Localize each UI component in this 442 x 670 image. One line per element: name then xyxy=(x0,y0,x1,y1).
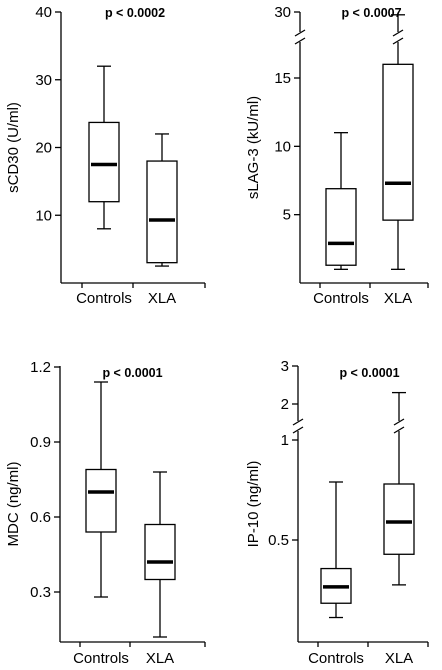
y-tick-label: 10 xyxy=(274,138,291,155)
y-tick-label: 40 xyxy=(35,4,52,21)
box-xla xyxy=(144,471,176,638)
iqr-box xyxy=(146,160,178,264)
iqr-box xyxy=(382,63,414,221)
x-category-label: Controls xyxy=(308,650,364,667)
y-axis-break-mark xyxy=(292,426,304,434)
x-category-label: Controls xyxy=(73,650,129,667)
box-xla xyxy=(383,391,415,586)
chart-panel-3: 0.3 0.6 0.9 1.2 MDC (ng/ml) p < 0.0001 Control… xyxy=(5,359,206,667)
chart-panel-4: 0.5 1 2 3 IP-10 (ng/ml) p < 0.0001 Controls XLA xyxy=(245,358,429,667)
chart-panel-1: 10 20 30 40 sCD30 (U/ml) p < 0.0002 Controls XL… xyxy=(5,4,206,307)
box-controls xyxy=(325,132,357,270)
y-tick-label: 30 xyxy=(35,72,52,89)
whisker-break-mark xyxy=(392,29,404,37)
box-controls xyxy=(85,381,117,598)
x-category-label: XLA xyxy=(148,290,176,307)
iqr-box xyxy=(383,483,415,555)
y-tick-label: 3 xyxy=(281,358,289,375)
y-tick-label: 1.2 xyxy=(30,359,51,376)
y-tick-label: 0.5 xyxy=(268,532,289,549)
iqr-box xyxy=(144,523,176,581)
y-tick-label: 5 xyxy=(283,207,291,224)
iqr-box xyxy=(85,468,117,533)
y-axis-break-mark xyxy=(294,29,306,37)
y-axis-break-mark xyxy=(292,418,304,426)
box-controls xyxy=(320,481,352,619)
p-value-annotation: p < 0.0002 xyxy=(105,6,165,20)
iqr-box xyxy=(325,188,357,266)
y-tick-label: 30 xyxy=(274,4,291,21)
y-tick-label: 0.6 xyxy=(30,509,51,526)
p-value-annotation: p < 0.0001 xyxy=(339,366,399,380)
x-category-label: XLA xyxy=(384,290,412,307)
y-tick-label: 2 xyxy=(281,396,289,413)
y-tick-label: 15 xyxy=(274,70,291,87)
whisker-break-mark xyxy=(392,37,404,45)
y-tick-label: 0.3 xyxy=(30,584,51,601)
x-category-label: Controls xyxy=(76,290,132,307)
box-xla xyxy=(146,133,178,267)
whisker-break-gap xyxy=(393,421,405,431)
y-tick-label: 1 xyxy=(281,432,289,449)
y-axis-label: sLAG-3 (kU/ml) xyxy=(245,96,262,199)
y-axis-label: sCD30 (U/ml) xyxy=(5,102,22,193)
y-axis-label: IP-10 (ng/ml) xyxy=(245,461,262,548)
y-axis-label: MDC (ng/ml) xyxy=(5,461,22,546)
y-tick-label: 10 xyxy=(35,207,52,224)
p-value-annotation: p < 0.0001 xyxy=(102,366,162,380)
whisker-break-mark xyxy=(393,418,405,426)
y-axis-break-mark xyxy=(294,37,306,45)
whisker-break-gap xyxy=(392,32,404,42)
whisker-break-mark xyxy=(393,426,405,434)
iqr-box xyxy=(88,121,120,203)
x-category-label: Controls xyxy=(313,290,369,307)
chart-panel-2: 5 10 15 30 sLAG-3 (kU/ml) p < 0.0007 Controls X… xyxy=(245,4,429,307)
x-category-label: XLA xyxy=(385,650,413,667)
box-controls xyxy=(88,65,120,230)
p-value-annotation: p < 0.0007 xyxy=(341,6,401,20)
y-tick-label: 0.9 xyxy=(30,434,51,451)
box-xla xyxy=(382,14,414,270)
x-category-label: XLA xyxy=(146,650,174,667)
y-tick-label: 20 xyxy=(35,140,52,157)
